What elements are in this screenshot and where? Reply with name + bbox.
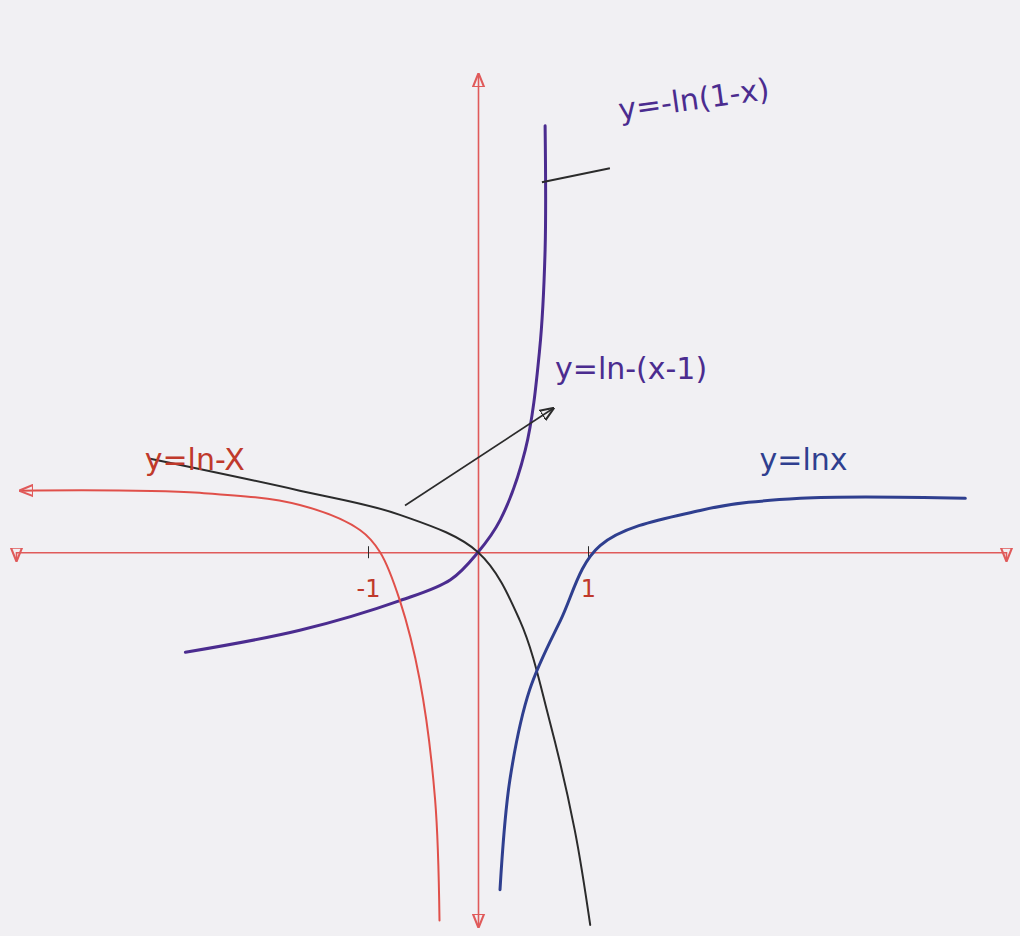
annotation: y=-ln(1-x) — [616, 71, 772, 127]
annotation: y=ln-X — [145, 442, 245, 477]
leader-line — [542, 168, 610, 182]
plot-area — [20, 126, 965, 925]
y-axis-line — [478, 75, 480, 927]
annotations: y=-ln(1-x) y=ln-(x-1) y=ln-X y=lnx — [145, 71, 848, 505]
curve — [20, 490, 439, 920]
x-axis: -1 1 — [17, 546, 1007, 603]
x-axis-line — [17, 553, 1007, 561]
x-tick-mark — [368, 546, 369, 558]
annotation: y=ln-(x-1) — [555, 351, 707, 386]
x-tick: -1 — [357, 546, 381, 603]
curve — [500, 497, 965, 890]
curve — [150, 459, 590, 925]
y-axis — [478, 75, 479, 927]
x-tick-label: 1 — [581, 575, 596, 603]
curve — [185, 126, 545, 653]
x-tick: 1 — [581, 546, 596, 603]
arrow — [405, 409, 553, 506]
chart: -1 1 y=-ln(1-x) y=ln-(x-1) y=ln-X y=lnx — [0, 0, 1020, 936]
x-tick-label: -1 — [357, 575, 381, 603]
annotation: y=lnx — [760, 442, 848, 477]
